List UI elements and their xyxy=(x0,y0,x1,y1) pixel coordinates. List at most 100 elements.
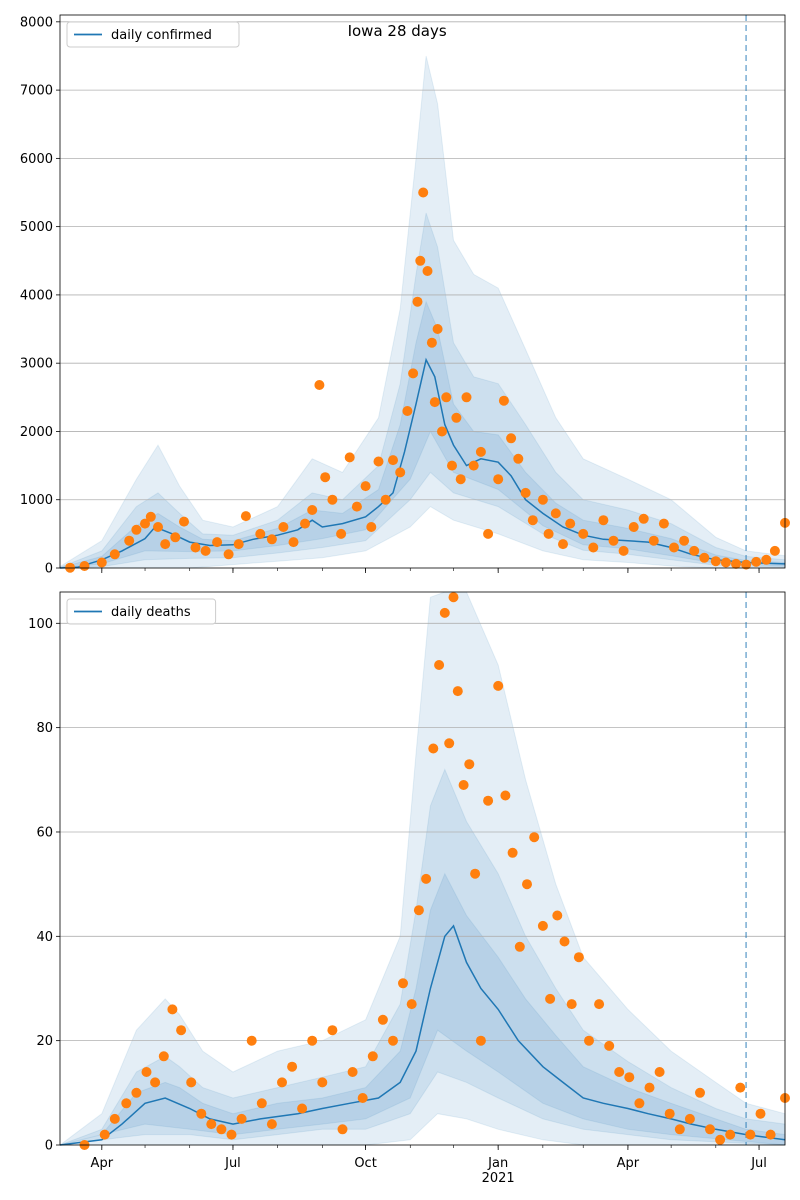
data-point xyxy=(669,542,679,553)
plot-frame xyxy=(59,14,786,569)
data-point xyxy=(493,474,504,485)
data-point xyxy=(506,433,517,444)
data-point xyxy=(307,505,318,515)
data-point xyxy=(226,1129,237,1140)
data-point xyxy=(566,999,577,1010)
data-point xyxy=(679,535,690,546)
y-tick-label: 1000 xyxy=(20,493,53,508)
data-point xyxy=(266,534,277,545)
data-point xyxy=(447,460,457,471)
data-point xyxy=(246,1035,257,1046)
data-point xyxy=(124,535,135,546)
band-middle xyxy=(59,212,786,569)
data-point xyxy=(614,1067,625,1077)
year-label: 2021 xyxy=(482,1171,515,1186)
data-point xyxy=(658,518,669,529)
data-point xyxy=(373,456,384,467)
data-point xyxy=(584,1035,594,1046)
data-point xyxy=(741,559,752,570)
confirmed-axes: 0 1000 2000 3000 4000 5000 6000 7000 8000 xyxy=(20,14,786,577)
data-point xyxy=(277,1077,287,1088)
data-point xyxy=(578,528,589,539)
data-point xyxy=(745,1129,756,1140)
data-point xyxy=(769,545,780,556)
data-point xyxy=(421,873,432,884)
y-tick-label: 3000 xyxy=(20,357,53,372)
confirmed-legend: daily confirmed xyxy=(66,21,240,48)
data-point xyxy=(761,554,772,565)
data-point xyxy=(520,487,531,498)
data-point xyxy=(216,1124,227,1135)
legend-box xyxy=(66,21,240,48)
data-point xyxy=(689,545,700,556)
data-point xyxy=(255,528,266,539)
band-inner xyxy=(59,872,786,1146)
data-point xyxy=(412,296,423,307)
data-point xyxy=(550,508,561,519)
data-point xyxy=(422,266,433,276)
y-tick-label: 100 xyxy=(28,617,53,632)
data-point xyxy=(654,1067,665,1077)
data-point xyxy=(573,952,584,963)
data-point xyxy=(684,1113,695,1124)
data-point xyxy=(483,528,494,539)
chart-title: Iowa 28 days xyxy=(348,22,447,40)
data-point xyxy=(439,607,450,618)
data-point xyxy=(529,832,540,843)
legend-box xyxy=(66,598,217,625)
y-tick-label: 2000 xyxy=(20,425,53,440)
data-point xyxy=(145,511,156,522)
data-point xyxy=(461,392,472,403)
deaths-axes: 0 20 40 60 80 100 Apr Jul Oct Jan Apr Jul xyxy=(28,591,786,1171)
data-point xyxy=(432,324,443,334)
data-point xyxy=(618,545,629,556)
data-point xyxy=(444,738,455,749)
x-tick-label: Jul xyxy=(750,1156,767,1171)
data-point xyxy=(99,1129,110,1140)
data-point xyxy=(522,879,532,890)
data-point xyxy=(223,549,234,560)
x-tick-label: Apr xyxy=(91,1156,114,1171)
deaths-lines xyxy=(59,924,786,1146)
data-point xyxy=(131,524,142,535)
data-point xyxy=(434,660,445,670)
y-tick-label: 80 xyxy=(36,721,53,736)
data-point xyxy=(79,561,90,571)
data-point xyxy=(552,910,563,921)
y-tick-label: 6000 xyxy=(20,152,53,167)
data-point xyxy=(320,472,331,483)
data-point xyxy=(537,920,548,931)
data-point xyxy=(429,397,440,408)
data-point xyxy=(452,686,463,697)
data-point xyxy=(240,511,251,522)
band-middle xyxy=(59,768,786,1146)
data-point xyxy=(475,1035,486,1046)
data-point xyxy=(150,1077,161,1088)
data-point xyxy=(287,1061,298,1072)
data-point xyxy=(413,905,424,916)
data-point xyxy=(366,522,377,532)
data-point xyxy=(751,556,762,567)
data-point xyxy=(735,1082,746,1093)
data-point xyxy=(367,1051,378,1062)
data-point xyxy=(176,1025,187,1036)
data-point xyxy=(695,1087,705,1098)
data-point xyxy=(196,1108,207,1119)
legend-label: daily deaths xyxy=(111,605,191,620)
data-point xyxy=(418,187,429,198)
data-point xyxy=(96,557,107,568)
data-point xyxy=(715,1134,726,1145)
data-point xyxy=(559,936,570,947)
legend-label: daily confirmed xyxy=(111,28,212,43)
deaths-chart: 0 20 40 60 80 100 Apr Jul Oct Jan Apr Jul 2021 dail… xyxy=(28,591,790,1186)
y-tick-label: 8000 xyxy=(20,15,53,30)
data-point xyxy=(441,392,452,403)
data-point xyxy=(406,999,417,1010)
data-point xyxy=(451,412,462,423)
data-point xyxy=(314,380,325,390)
series-line xyxy=(59,924,786,1146)
data-point xyxy=(464,759,475,770)
data-point xyxy=(644,1082,655,1093)
y-tick-label: 20 xyxy=(36,1034,53,1049)
